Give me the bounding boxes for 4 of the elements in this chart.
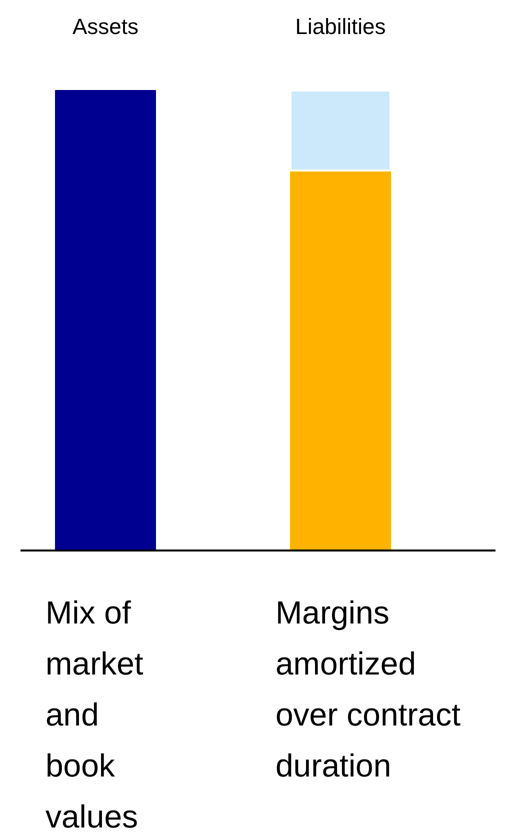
x-tick-label: Assets	[72, 14, 139, 39]
x-tick-label: Liabilities	[295, 14, 386, 39]
text: Mix of market and book values	[46, 594, 144, 833]
text: Margins amortized over contract duration	[276, 594, 461, 784]
